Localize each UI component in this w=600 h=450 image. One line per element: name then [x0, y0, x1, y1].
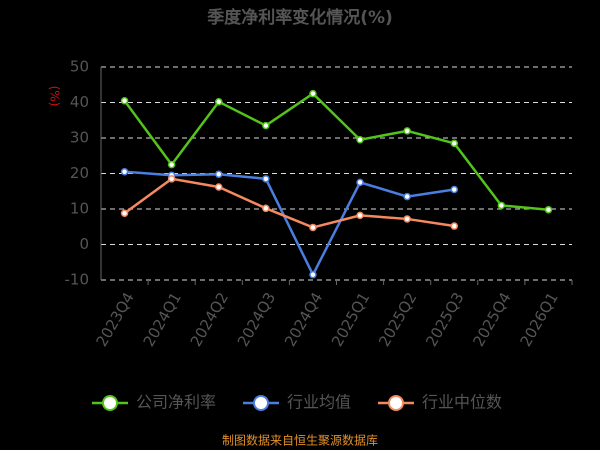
legend-label: 行业中位数 — [422, 393, 502, 412]
series-line — [123, 92, 549, 211]
y-tick-label: 30 — [70, 129, 89, 147]
point — [309, 223, 317, 232]
y-tick-label: 10 — [70, 200, 89, 218]
point — [262, 121, 270, 130]
y-tick-label: 0 — [79, 235, 89, 253]
point — [215, 98, 223, 106]
y-tick-label: 20 — [70, 164, 89, 182]
legend-label: 行业均值 — [287, 393, 351, 412]
point — [356, 136, 364, 144]
point — [450, 222, 458, 230]
y-tick-label: 40 — [70, 93, 89, 111]
point — [262, 175, 270, 183]
point — [356, 211, 364, 220]
point — [215, 170, 223, 178]
point — [167, 160, 176, 169]
chart-title: 季度净利率变化情况(%) — [207, 7, 393, 28]
point — [309, 270, 317, 279]
point — [356, 178, 364, 187]
legend-marker — [388, 395, 404, 411]
point — [262, 204, 270, 213]
point — [403, 215, 411, 223]
y-axis-label: (%) — [48, 86, 62, 107]
point — [120, 96, 129, 105]
legend-marker — [102, 395, 118, 411]
series-line — [123, 177, 455, 229]
series-line — [124, 170, 455, 278]
point — [403, 192, 411, 201]
legend-label: 公司净利率 — [136, 393, 216, 412]
point — [544, 205, 553, 214]
point — [450, 185, 458, 194]
point — [167, 175, 176, 183]
point — [215, 183, 223, 191]
y-tick-label: 50 — [70, 58, 89, 76]
y-tick-label: -10 — [65, 271, 90, 289]
point — [309, 89, 317, 98]
point — [450, 139, 458, 148]
point — [497, 201, 506, 210]
legend-marker — [253, 395, 269, 411]
source-note: 制图数据来自恒生聚源数据库 — [222, 433, 378, 448]
point — [120, 167, 129, 176]
point — [120, 209, 129, 218]
point — [403, 127, 411, 135]
